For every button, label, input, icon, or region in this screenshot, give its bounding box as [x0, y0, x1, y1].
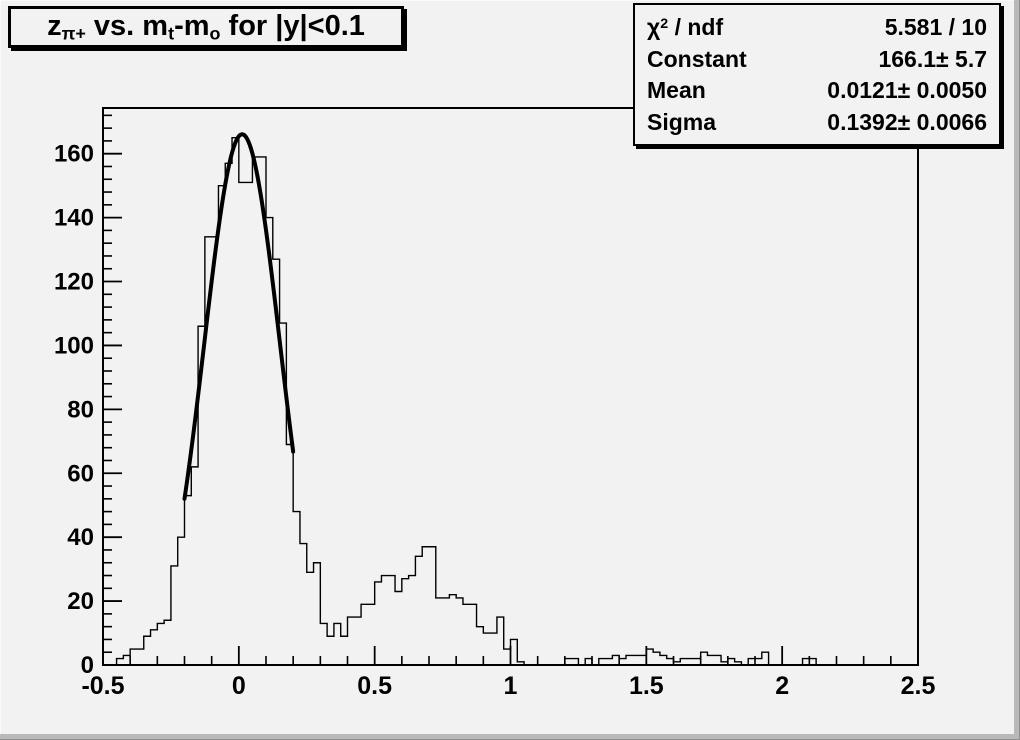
- stats-box[interactable]: χ2 / ndf 5.581 / 10 Constant 166.1± 5.7 …: [633, 3, 1001, 146]
- x-axis-tick-label: 1: [504, 672, 518, 700]
- stats-row-sigma: Sigma 0.1392± 0.0066: [647, 107, 987, 138]
- y-axis-tick-label: 0: [81, 652, 94, 679]
- y-axis-tick-label: 20: [67, 588, 94, 615]
- histogram-outline: [103, 137, 918, 666]
- title-box[interactable]: zπ+ vs. mt-mo for |y|<0.1: [8, 6, 404, 48]
- stats-value-mean: 0.0121± 0.0050: [827, 77, 987, 104]
- y-axis-tick-label: 100: [54, 332, 94, 359]
- stats-label-sigma: Sigma: [647, 108, 717, 135]
- y-axis-tick-label: 160: [54, 141, 94, 168]
- x-axis-tick-label: 2: [775, 672, 789, 700]
- plot-frame: [102, 107, 919, 666]
- x-axis-tick-label: 1.5: [629, 672, 664, 700]
- y-axis-tick-label: 80: [67, 396, 94, 423]
- stats-value-constant: 166.1± 5.7: [878, 45, 987, 72]
- stats-label-chi2: χ2 / ndf: [647, 14, 724, 41]
- stats-row-mean: Mean 0.0121± 0.0050: [647, 75, 987, 106]
- stats-label-constant: Constant: [647, 45, 747, 72]
- stats-value-chi2: 5.581 / 10: [884, 14, 987, 41]
- x-axis-tick-label: 0.5: [357, 672, 392, 700]
- x-axis-tick-label: -0.5: [81, 672, 124, 700]
- stats-value-sigma: 0.1392± 0.0066: [827, 108, 987, 135]
- gaussian-fit-curve: [182, 132, 296, 501]
- y-axis-tick-label: 120: [54, 269, 94, 296]
- y-axis-tick-label: 60: [67, 460, 94, 487]
- plot-title: zπ+ vs. mt-mo for |y|<0.1: [47, 9, 365, 44]
- stats-row-constant: Constant 166.1± 5.7: [647, 44, 987, 75]
- stats-label-mean: Mean: [647, 77, 706, 104]
- y-axis-tick-label: 40: [67, 524, 94, 551]
- x-axis-tick-label: 0: [232, 672, 246, 700]
- x-axis-tick-label: 2.5: [901, 672, 936, 700]
- stats-row-chi2: χ2 / ndf 5.581 / 10: [647, 9, 987, 43]
- y-axis-tick-label: 140: [54, 205, 94, 232]
